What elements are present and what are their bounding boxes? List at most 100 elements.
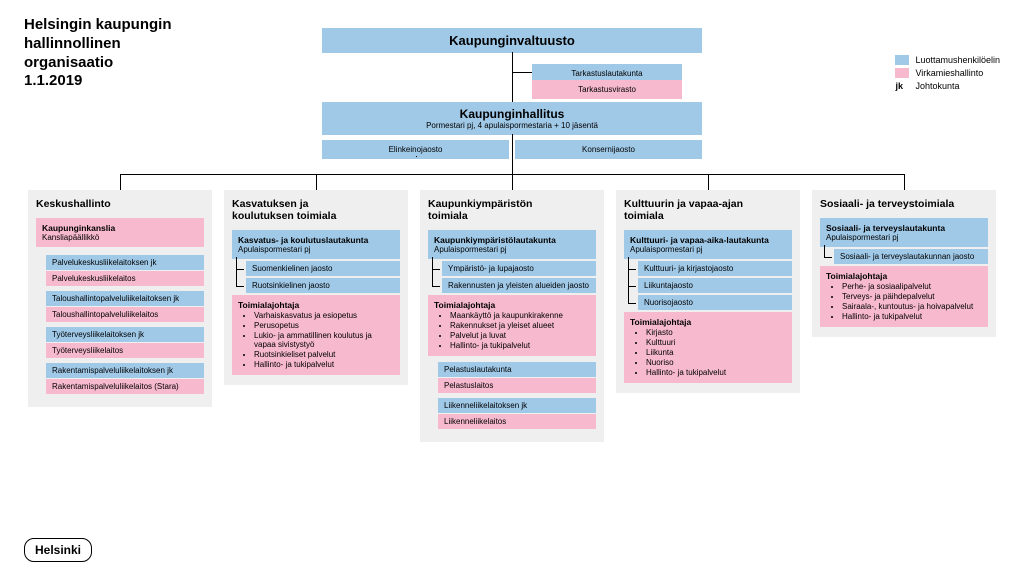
node-kaupunginhallitus: Kaupunginhallitus Pormestari pj, 4 apula… [322, 102, 702, 135]
title-l1: Helsingin kaupungin [24, 16, 172, 33]
panel-kaupunkiymparisto: Kaupunkiympäristöntoimiala Kaupunkiympäri… [420, 190, 604, 442]
bar-item: Palvelukeskusliikelaitoksen jk [46, 255, 204, 270]
bar-item: Palvelukeskusliikelaitos [46, 271, 204, 286]
panel-title: Kaupunkiympäristöntoimiala [428, 198, 596, 222]
bullet-item: Perusopetus [254, 321, 394, 330]
bullet-list: Varhaiskasvatus ja esiopetusPerusopetusL… [254, 311, 394, 369]
node-valtuusto-label: Kaupunginvaltuusto [449, 33, 575, 48]
title-l3: organisaatio [24, 54, 113, 71]
swatch-pink [895, 68, 909, 78]
bullet-item: Hallinto- ja tukipalvelut [254, 360, 394, 369]
swatch-blue [895, 55, 909, 65]
bullet-box: ToimialajohtajaVarhaiskasvatus ja esiope… [232, 295, 400, 375]
bar-item: Rakentamispalveluliikelaitos (Stara) [46, 379, 204, 394]
node-tarkastuslk-label: Tarkastuslautakunta [571, 69, 642, 78]
bullet-item: Terveys- ja päihdepalvelut [842, 292, 982, 301]
bullet-box-title: Toimialajohtaja [434, 300, 590, 310]
node-hallitus-sub: Pormestari pj, 4 apulaispormestaria + 10… [330, 121, 694, 130]
bar-item: Pelastuslaitos [438, 378, 596, 393]
bullet-item: Ruotsinkieliset palvelut [254, 350, 394, 359]
header-box: KaupunginkansliaKansliapäällikkö [36, 218, 204, 247]
bullet-item: Liikunta [646, 348, 786, 357]
indent-group: Kulttuuri- ja kirjastojaosto Liikuntajaos… [624, 261, 792, 310]
bullet-item: Hallinto- ja tukipalvelut [842, 312, 982, 321]
bullet-item: Palvelut ja luvat [450, 331, 590, 340]
panel-keskushallinto: Keskushallinto KaupunginkansliaKansliapää… [28, 190, 212, 407]
legend-jk-label: Johtokunta [915, 81, 959, 91]
bullet-list: Perhe- ja sosiaalipalvelutTerveys- ja pä… [842, 282, 982, 321]
bullet-box-title: Toimialajohtaja [826, 271, 982, 281]
header-box-title: Kaupunkiympäristölautakunta [434, 235, 590, 245]
panel-title: Sosiaali- ja terveystoimiala [820, 198, 988, 210]
header-box: Sosiaali- ja terveyslautakuntaApulaispor… [820, 218, 988, 247]
indent-group: Suomenkielinen jaostoRuotsinkielinen jao… [232, 261, 400, 293]
bullet-item: Perhe- ja sosiaalipalvelut [842, 282, 982, 291]
node-konsernijaosto: Konsernijaosto [515, 140, 702, 159]
legend-jk-key: jk [895, 81, 909, 91]
bar-item: Liikenneliikelaitoksen jk [438, 398, 596, 413]
helsinki-logo-label: Helsinki [35, 543, 81, 557]
header-box: Kasvatus- ja koulutuslautakuntaApulaispo… [232, 230, 400, 259]
bar-item: Kulttuuri- ja kirjastojaosto [638, 261, 792, 276]
node-valtuusto: Kaupunginvaltuusto [322, 28, 702, 53]
header-box: KaupunkiympäristölautakuntaApulaispormes… [428, 230, 596, 259]
legend-pink: Virkamieshallinto [895, 68, 1000, 78]
panel-kulttuuri: Kulttuurin ja vapaa-ajantoimiala Kulttuur… [616, 190, 800, 393]
header-box-title: Kaupunginkanslia [42, 223, 198, 233]
node-elinkeino-label: Elinkeinojaosto [389, 145, 443, 154]
header-box-sub: Apulaispormestari pj [630, 245, 786, 254]
indent-group: Ympäristö- ja lupajaosto Rakennusten ja y… [428, 261, 596, 293]
bullet-item: Sairaala-, kuntoutus- ja hoivapalvelut [842, 302, 982, 311]
bullet-item: Kirjasto [646, 328, 786, 337]
bullet-box: ToimialajohtajaMaankäyttö ja kaupunkirak… [428, 295, 596, 356]
bullet-item: Hallinto- ja tukipalvelut [646, 368, 786, 377]
bar-item: Pelastuslautakunta [438, 362, 596, 377]
legend-pink-label: Virkamieshallinto [915, 68, 983, 78]
node-konserni-label: Konsernijaosto [582, 145, 635, 154]
bullet-box: ToimialajohtajaPerhe- ja sosiaalipalvelu… [820, 266, 988, 327]
bullet-item: Varhaiskasvatus ja esiopetus [254, 311, 394, 320]
bar-item: Rakentamispalveluliikelaitoksen jk [46, 363, 204, 378]
node-tarkastusvirasto-label: Tarkastusvirasto [578, 85, 636, 94]
header-box-sub: Apulaispormestari pj [238, 245, 394, 254]
panel-kasvatus: Kasvatuksen jakoulutuksen toimiala Kasvat… [224, 190, 408, 385]
panel-title: Kasvatuksen jakoulutuksen toimiala [232, 198, 400, 222]
header-box-title: Kulttuuri- ja vapaa-aika-lautakunta [630, 235, 786, 245]
title-l2: hallinnollinen [24, 35, 121, 52]
bar-item: Liikuntajaosto [638, 278, 792, 293]
legend-blue-label: Luottamushenkilöelin [915, 55, 1000, 65]
indent-group: Sosiaali- ja terveyslautakunnan jaosto [820, 249, 988, 264]
bullet-list: KirjastoKulttuuriLiikuntaNuorisoHallinto… [646, 328, 786, 377]
legend-jk: jk Johtokunta [895, 81, 1000, 91]
page-title: Helsingin kaupungin hallinnollinen organ… [24, 16, 172, 91]
header-box-sub: Kansliapäällikkö [42, 233, 198, 242]
bar-item: Työterveysliikelaitoksen jk [46, 327, 204, 342]
bar-item: Ruotsinkielinen jaosto [246, 278, 400, 293]
bar-item: Liikenneliikelaitos [438, 414, 596, 429]
header-box-sub: Apulaispormestari pj [826, 233, 982, 242]
panel-sote: Sosiaali- ja terveystoimiala Sosiaali- ja… [812, 190, 996, 337]
panel-title: Kulttuurin ja vapaa-ajantoimiala [624, 198, 792, 222]
bullet-box-title: Toimialajohtaja [238, 300, 394, 310]
helsinki-logo: Helsinki [24, 538, 92, 562]
bar-item: Sosiaali- ja terveyslautakunnan jaosto [834, 249, 988, 264]
header-box-title: Kasvatus- ja koulutuslautakunta [238, 235, 394, 245]
panel-title: Keskushallinto [36, 198, 204, 210]
bar-item: Taloushallintopalveluliikelaitos [46, 307, 204, 322]
bullet-item: Rakennukset ja yleiset alueet [450, 321, 590, 330]
bullet-item: Lukio- ja ammatillinen koulutus ja vapaa… [254, 331, 394, 349]
bullet-box: ToimialajohtajaKirjastoKulttuuriLiikunta… [624, 312, 792, 383]
node-hallitus-title: Kaupunginhallitus [330, 107, 694, 121]
header-box-title: Sosiaali- ja terveyslautakunta [826, 223, 982, 233]
header-box: Kulttuuri- ja vapaa-aika-lautakuntaApula… [624, 230, 792, 259]
bar-item: Ympäristö- ja lupajaosto [442, 261, 596, 276]
legend-blue: Luottamushenkilöelin [895, 55, 1000, 65]
bar-item: Taloushallintopalveluliikelaitoksen jk [46, 291, 204, 306]
bar-item: Nuorisojaosto [638, 295, 792, 310]
bar-item: Työterveysliikelaitos [46, 343, 204, 358]
bullet-item: Kulttuuri [646, 338, 786, 347]
header-box-sub: Apulaispormestari pj [434, 245, 590, 254]
bullet-item: Hallinto- ja tukipalvelut [450, 341, 590, 350]
bullet-item: Maankäyttö ja kaupunkirakenne [450, 311, 590, 320]
bar-item: Rakennusten ja yleisten alueiden jaosto [442, 278, 596, 293]
